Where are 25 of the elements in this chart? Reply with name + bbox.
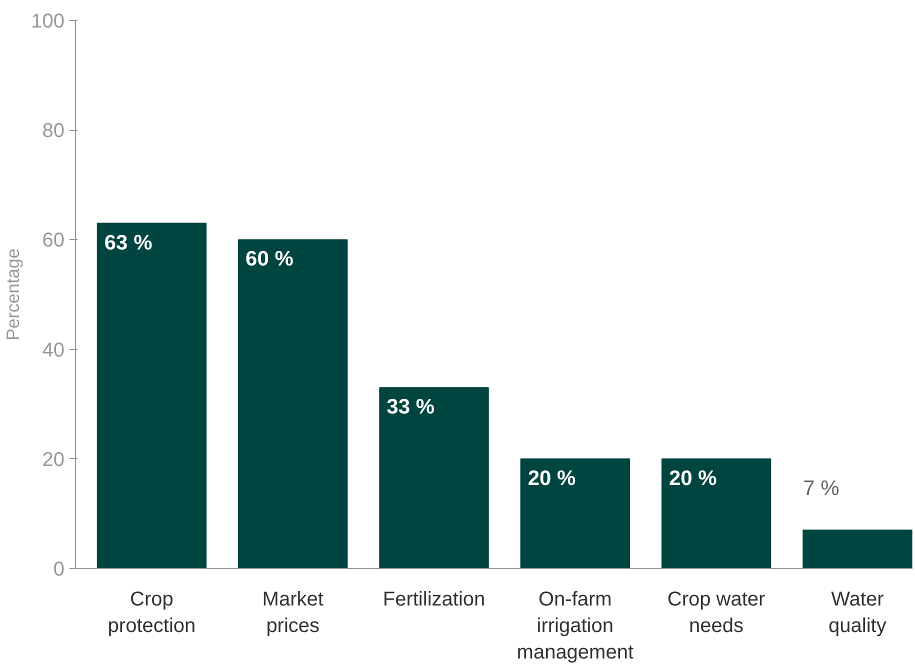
x-tick-label: Market prices: [262, 588, 324, 637]
bar: [96, 222, 207, 568]
bar: [238, 239, 348, 568]
x-tick-label: Crop protection: [108, 588, 196, 637]
data-label: 7 %: [803, 477, 840, 500]
data-label: 20 %: [668, 466, 718, 490]
x-tick-label: Fertilization: [382, 588, 486, 610]
x-tick-label: Crop water needs: [667, 588, 766, 637]
y-tick-label: 0: [53, 558, 64, 580]
data-label: 33 %: [386, 396, 435, 419]
x-tick-label: Water quality: [828, 588, 886, 637]
y-tick-label: 100: [31, 10, 65, 32]
bar: [379, 387, 489, 568]
data-label: 20 %: [528, 466, 576, 490]
y-tick-label: 20: [42, 448, 65, 471]
data-label: 60 %: [246, 248, 294, 271]
y-tick-label: 60: [42, 230, 65, 252]
data-label: 63 %: [104, 231, 153, 254]
bar: [661, 458, 772, 568]
y-tick-label: 40: [42, 339, 65, 362]
y-axis-title: Percentage: [3, 248, 24, 341]
x-tick-label: On-farm irrigation management: [516, 588, 634, 664]
bar: [520, 458, 630, 568]
bar: [802, 530, 912, 568]
y-tick-label: 80: [42, 120, 65, 142]
